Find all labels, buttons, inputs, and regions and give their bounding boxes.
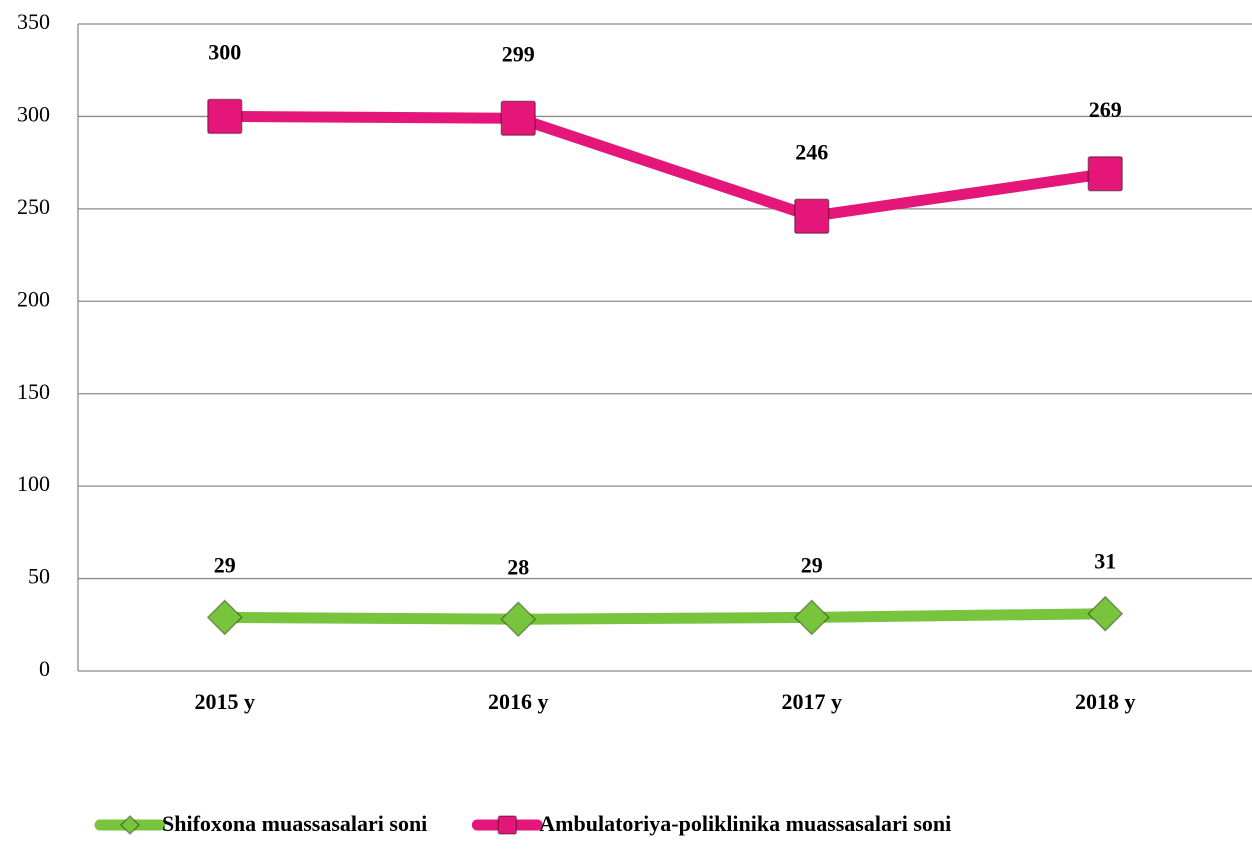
x-tick-label: 2018 y [1075,689,1136,714]
legend-marker [497,815,518,835]
y-tick-label: 0 [39,656,50,681]
data-point [1087,155,1123,192]
data-point [794,198,830,235]
series-line [224,110,1107,222]
legend-label: Ambulatoriya-poliklinika muassasalari so… [539,811,951,836]
data-label: 300 [208,39,241,64]
series-line [224,608,1106,625]
data-label: 28 [507,554,529,579]
data-point [793,599,830,636]
x-tick-label: 2016 y [488,689,549,714]
y-tick-label: 100 [17,471,50,496]
data-label: 246 [795,139,828,164]
data-label: 31 [1094,549,1116,574]
legend-marker [119,814,141,836]
y-tick-label: 350 [17,9,50,34]
y-tick-label: 200 [17,286,50,311]
data-point [500,601,537,638]
data-label: 29 [801,552,823,577]
x-tick-label: 2017 y [782,689,843,714]
data-label: 299 [502,41,535,66]
data-point [207,98,243,135]
data-label: 269 [1089,97,1122,122]
data-point [1087,595,1124,632]
data-point [500,100,536,137]
x-tick-label: 2015 y [195,689,256,714]
legend-label: Shifoxona muassasalari soni [162,811,427,836]
data-point [206,599,243,636]
y-tick-label: 50 [28,564,50,589]
y-tick-label: 150 [17,379,50,404]
y-tick-label: 300 [17,101,50,126]
data-label: 29 [214,552,236,577]
y-tick-label: 250 [17,194,50,219]
